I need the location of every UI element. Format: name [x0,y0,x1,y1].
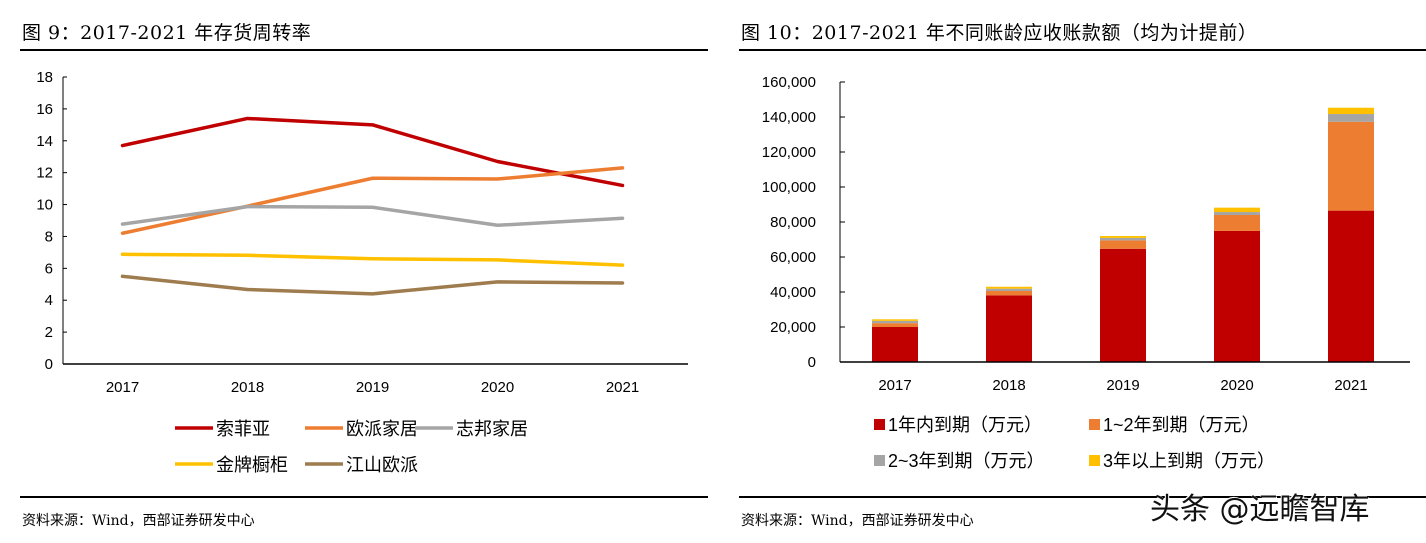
chart2-y-tick-label: 120,000 [762,144,816,161]
chart2-bar-2018-series-2 [986,290,1032,296]
chart1-x-tick-label: 2021 [606,379,639,396]
chart1-series-line-3 [120,204,625,228]
chart2-legend-swatch [874,419,885,430]
chart2-bar-2019-series-1 [1100,248,1146,362]
chart1-y-tick-label: 12 [36,165,53,182]
chart1-title: 图 9：2017-2021 年存货周转率 [22,22,312,44]
chart2-bar-2020-series-2 [1214,215,1260,231]
chart1-y-tick-label: 4 [45,292,53,309]
chart2-y-tick-label: 0 [808,354,816,371]
chart2-legend-label: 3年以上到期（万元） [1103,451,1275,471]
chart2-y-tick-label: 160,000 [762,74,816,91]
chart1-source: 资料来源：Wind，西部证券研发中心 [22,513,255,529]
chart1-x-tick-label: 2020 [481,379,514,396]
chart1-series-line-2 [120,166,625,236]
chart1-x-tick-label: 2017 [106,379,139,396]
chart1-y-tick-label: 8 [45,228,53,245]
chart2-footer-rule [739,496,1426,498]
watermark: 头条 @远瞻智库 [1150,492,1370,527]
chart2-x-tick-label: 2017 [878,377,911,394]
chart1-y-tick-label: 16 [36,101,53,118]
chart2-bar-2021-series-4 [1328,107,1374,115]
chart1-series-line-1 [120,116,625,188]
chart2-x-tick-label: 2019 [1106,377,1139,394]
chart1-legend-label: 金牌橱柜 [216,455,288,475]
chart1-x-tick-label: 2018 [231,379,264,396]
chart2-title: 图 10：2017-2021 年不同账龄应收账款额（均为计提前） [741,22,1258,44]
chart1-x-tick-label: 2019 [356,379,389,396]
chart2-bar-2019-series-2 [1100,240,1146,249]
chart2-bar-2017-series-3 [872,320,918,324]
chart2-y-tick-label: 20,000 [770,319,816,336]
chart1-legend-label: 江山欧派 [346,455,418,475]
chart2-title-rule [739,49,1426,51]
chart2-y-tick-label: 60,000 [770,249,816,266]
chart2-bar-2018-series-3 [986,288,1032,291]
chart2-bar-2017-series-1 [872,327,918,362]
chart2-y-tick-label: 140,000 [762,109,816,126]
chart2-bar-2020-series-1 [1214,230,1260,362]
chart1-legend-label: 欧派家居 [346,419,418,439]
chart1-y-tick-label: 10 [36,197,53,214]
chart2-bar-2017-series-2 [872,323,918,327]
chart1-series-line-4 [120,252,625,267]
chart2-legend-label: 1~2年到期（万元） [1103,415,1260,435]
chart1-footer-rule [20,496,708,498]
chart2-legend-swatch [1089,455,1100,466]
chart2-y-tick-label: 40,000 [770,284,816,301]
chart2-x-tick-label: 2020 [1220,377,1253,394]
chart2-legend-label: 1年内到期（万元） [888,415,1042,435]
chart2-legend-label: 2~3年到期（万元） [888,451,1045,471]
chart2-x-tick-label: 2018 [992,377,1025,394]
chart2-bar-2018-series-4 [986,286,1032,289]
chart1-y-tick-label: 14 [36,133,53,150]
chart1-y-tick-label: 6 [45,260,53,277]
chart1-legend-label: 志邦家居 [456,419,528,439]
chart2-bar-2019-series-3 [1100,237,1146,241]
chart1-series-line-5 [120,274,625,296]
chart2-bar-2021-series-3 [1328,114,1374,122]
chart1-legend-label: 索菲亚 [216,419,270,439]
chart2-x-tick-label: 2021 [1334,377,1367,394]
chart2-bar-2018-series-1 [986,295,1032,362]
chart2-y-tick-label: 80,000 [770,214,816,231]
chart2-source: 资料来源：Wind，西部证券研发中心 [741,513,974,529]
chart2-bar-2017-series-4 [872,319,918,321]
chart2-bar-2020-series-3 [1214,212,1260,215]
chart2-legend-swatch [1089,419,1100,430]
chart2-bar-2021-series-1 [1328,210,1374,362]
chart2-bar-2019-series-4 [1100,236,1146,238]
chart2-legend-swatch [874,455,885,466]
chart1-y-tick-label: 0 [45,356,53,373]
chart2-bar-2021-series-2 [1328,121,1374,211]
chart2-bar-2020-series-4 [1214,207,1260,213]
chart1-y-tick-label: 18 [36,69,53,86]
chart1-y-tick-label: 2 [45,324,53,341]
chart2-y-tick-label: 100,000 [762,179,816,196]
chart1-title-rule [20,49,708,51]
